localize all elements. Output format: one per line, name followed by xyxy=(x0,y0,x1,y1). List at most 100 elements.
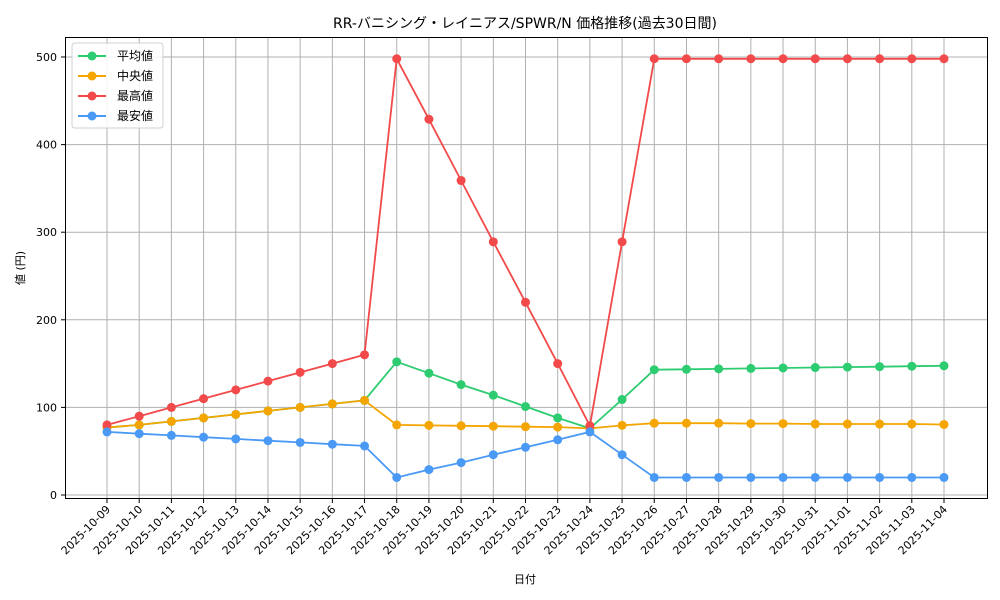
data-point xyxy=(778,363,788,373)
data-point xyxy=(649,472,659,482)
data-point xyxy=(134,420,144,430)
data-point xyxy=(842,362,852,372)
data-point xyxy=(392,420,402,430)
data-point xyxy=(617,395,627,405)
data-point xyxy=(714,418,724,428)
data-point xyxy=(939,361,949,371)
data-point xyxy=(231,385,241,395)
data-point xyxy=(875,419,885,429)
data-point xyxy=(714,364,724,374)
data-point xyxy=(263,376,273,386)
chart-title: RR-バニシング・レイニアス/SPWR/N 価格推移(過去30日間) xyxy=(333,16,717,32)
data-point xyxy=(617,237,627,247)
data-point xyxy=(617,450,627,460)
data-point xyxy=(810,472,820,482)
data-point xyxy=(553,435,563,445)
plot-frame xyxy=(65,37,988,499)
y-axis-label: 値 (円) xyxy=(14,251,27,285)
data-point xyxy=(166,402,176,412)
legend-marker xyxy=(87,71,97,81)
data-point xyxy=(456,176,466,186)
y-tick-label: 100 xyxy=(36,401,57,414)
data-point xyxy=(134,429,144,439)
legend-marker xyxy=(87,111,97,121)
data-point xyxy=(456,380,466,390)
data-point xyxy=(778,419,788,429)
series-1 xyxy=(102,395,949,433)
data-point xyxy=(649,418,659,428)
data-point xyxy=(488,237,498,247)
data-point xyxy=(424,465,434,475)
legend-marker xyxy=(87,51,97,61)
data-point xyxy=(746,54,756,64)
legend-label: 中央値 xyxy=(117,68,153,83)
data-point xyxy=(714,54,724,64)
data-point xyxy=(939,472,949,482)
data-point xyxy=(778,472,788,482)
data-point xyxy=(424,114,434,124)
data-point xyxy=(746,419,756,429)
x-axis-label: 日付 xyxy=(514,573,536,586)
data-point xyxy=(521,422,530,432)
data-point xyxy=(875,472,885,482)
data-point xyxy=(778,54,788,64)
data-point xyxy=(681,364,691,374)
data-point xyxy=(810,54,820,64)
data-point xyxy=(681,472,691,482)
data-point xyxy=(553,422,563,432)
data-point xyxy=(360,395,370,405)
y-tick-label: 400 xyxy=(36,139,57,152)
data-point xyxy=(166,430,176,440)
y-tick-label: 200 xyxy=(36,314,57,327)
y-axis-ticks: 0 100 200 300 400 500 xyxy=(36,51,66,502)
data-point xyxy=(456,458,466,468)
series-2 xyxy=(102,54,949,431)
data-point xyxy=(102,427,112,437)
data-point xyxy=(875,54,885,64)
data-point xyxy=(231,409,241,419)
legend-box xyxy=(71,42,164,129)
data-point xyxy=(295,402,305,412)
data-point xyxy=(392,472,402,482)
data-point xyxy=(360,441,370,451)
data-point xyxy=(521,402,530,412)
data-point xyxy=(424,368,434,378)
data-point xyxy=(714,472,724,482)
data-point xyxy=(585,427,595,437)
data-point xyxy=(360,350,370,360)
data-point xyxy=(553,359,563,369)
data-point xyxy=(842,54,852,64)
data-point xyxy=(939,54,949,64)
x-axis-ticks: 2025-10-092025-10-102025-10-112025-10-12… xyxy=(59,498,950,557)
data-point xyxy=(842,472,852,482)
data-point xyxy=(392,54,402,64)
data-point xyxy=(488,421,498,431)
legend-label: 最高値 xyxy=(117,88,153,103)
data-point xyxy=(681,54,691,64)
data-point xyxy=(199,394,209,404)
data-point xyxy=(263,436,273,446)
y-tick-label: 300 xyxy=(36,226,57,239)
data-point xyxy=(199,432,209,442)
data-point xyxy=(907,472,917,482)
data-point xyxy=(746,363,756,373)
data-point xyxy=(842,419,852,429)
data-point xyxy=(810,419,820,429)
data-point xyxy=(102,420,112,430)
data-point xyxy=(263,406,273,416)
data-point xyxy=(939,419,949,429)
data-point xyxy=(907,54,917,64)
data-point xyxy=(166,416,176,426)
data-point xyxy=(907,419,917,429)
data-point xyxy=(746,472,756,482)
legend-marker xyxy=(87,91,97,101)
data-point xyxy=(810,363,820,373)
data-point xyxy=(649,365,659,375)
y-tick-label: 500 xyxy=(36,51,57,64)
data-point xyxy=(392,357,402,367)
data-point xyxy=(231,434,241,444)
data-point xyxy=(327,359,337,369)
data-point xyxy=(327,439,337,449)
series-layer xyxy=(102,54,949,482)
